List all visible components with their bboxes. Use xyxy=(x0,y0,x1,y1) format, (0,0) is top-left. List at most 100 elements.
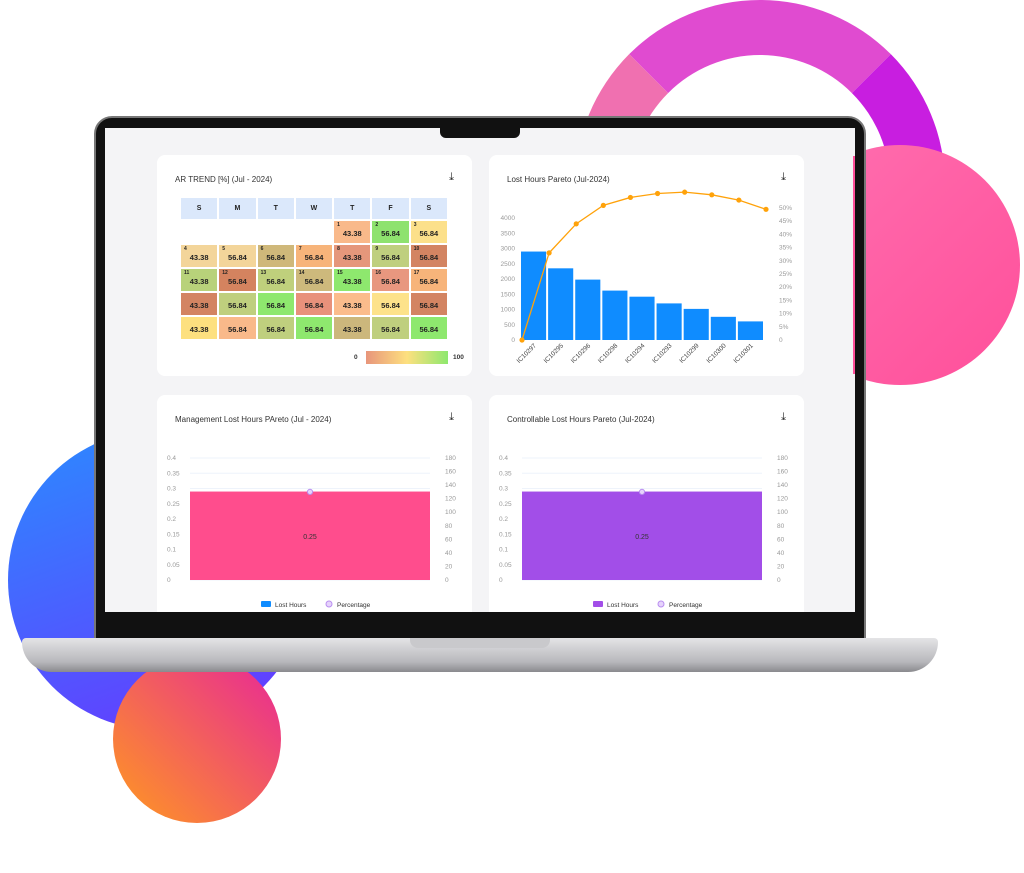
y-tick-label: 0.2 xyxy=(167,516,176,523)
y2-tick-label: 20 xyxy=(445,563,453,570)
download-icon[interactable]: ⤓ xyxy=(781,411,786,423)
download-icon[interactable]: ⤓ xyxy=(781,171,786,183)
heatmap-cell[interactable]: 56.84 xyxy=(409,292,448,316)
y-tick-label: 0 xyxy=(511,337,515,344)
y2-tick-label: 0 xyxy=(777,577,781,584)
y2-tick-label: 45% xyxy=(779,218,792,225)
controllable-lost-hours-card: Controllable Lost Hours Pareto (Jul-2024… xyxy=(489,395,804,612)
heatmap-cell[interactable]: 15 43.38 xyxy=(333,268,372,292)
y2-tick-label: 20% xyxy=(779,284,792,291)
heatmap-cell[interactable]: 4 43.38 xyxy=(180,244,219,268)
cell-value: 56.84 xyxy=(266,301,286,310)
legend-lost-hours: Lost Hours xyxy=(275,602,307,609)
heatmap-cell[interactable]: 11 43.38 xyxy=(180,268,219,292)
line-point xyxy=(682,189,688,195)
heatmap-cell[interactable]: 56.84 xyxy=(256,316,295,340)
bar xyxy=(656,303,682,340)
cell-value: 43.38 xyxy=(189,301,209,310)
heatmap-cell[interactable]: 12 56.84 xyxy=(218,268,257,292)
ar-trend-title: AR TREND [%] (Jul - 2024) xyxy=(175,175,273,184)
y2-tick-label: 0 xyxy=(779,337,783,344)
heatmap-cell[interactable]: 56.84 xyxy=(371,316,410,340)
heatmap-cell[interactable]: 2 56.84 xyxy=(371,220,410,244)
percentage-point xyxy=(306,488,314,495)
heatmap-cell[interactable]: 16 56.84 xyxy=(371,268,410,292)
heatmap-cell[interactable]: 43.38 xyxy=(180,316,219,340)
y2-tick-label: 140 xyxy=(777,482,788,489)
y2-tick-label: 5% xyxy=(779,324,789,331)
heatmap-cell[interactable]: 13 56.84 xyxy=(256,268,295,292)
y-tick-label: 1500 xyxy=(501,291,516,298)
heatmap-cell[interactable]: 14 56.84 xyxy=(294,268,334,292)
heatmap-cell[interactable]: 56.84 xyxy=(218,292,257,316)
legend-percentage: Percentage xyxy=(337,602,371,609)
cell-value: 56.84 xyxy=(304,301,324,310)
heatmap-cell[interactable]: 56.84 xyxy=(218,316,257,340)
y2-tick-label: 120 xyxy=(445,496,456,503)
cell-value: 56.84 xyxy=(266,277,286,286)
heatmap-cell[interactable]: 9 56.84 xyxy=(371,244,410,268)
heatmap-cell[interactable]: 43.38 xyxy=(180,292,219,316)
heatmap-cell[interactable]: 6 56.84 xyxy=(256,244,295,268)
heatmap-cell[interactable]: 43.38 xyxy=(333,292,372,316)
bar xyxy=(190,491,430,580)
cell-day: 8 xyxy=(337,246,340,252)
y2-tick-label: 140 xyxy=(445,482,456,489)
y-tick-label: 0 xyxy=(499,577,503,584)
y2-tick-label: 60 xyxy=(777,536,785,543)
management-chart: 0 0.05 0.1 0.15 0.2 0.25 0.3 0.35 0.4 0 20 40 60 80 10… xyxy=(167,455,456,609)
y-tick-label: 4000 xyxy=(501,215,516,222)
line-point xyxy=(546,250,552,256)
bar xyxy=(737,321,763,340)
legend-lost-hours: Lost Hours xyxy=(607,602,639,609)
y-tick-label: 0.1 xyxy=(167,547,176,554)
bar xyxy=(629,296,655,340)
day-header: T xyxy=(333,197,372,220)
cell-value: 56.84 xyxy=(266,253,286,262)
x-tick-label: IC10297 xyxy=(516,342,539,365)
cell-value: 43.38 xyxy=(189,277,209,286)
day-header: S xyxy=(409,197,448,220)
x-tick-label: IC10298 xyxy=(597,342,620,365)
y2-tick-label: 160 xyxy=(445,469,456,476)
cell-value: 43.38 xyxy=(342,325,362,334)
y2-tick-label: 40% xyxy=(779,231,792,238)
cell-day: 17 xyxy=(413,270,420,276)
download-icon[interactable]: ⤓ xyxy=(449,171,454,183)
pareto-chart: 0 500 1000 1500 2000 2500 3000 3500 4000 0 5% 10% 15… xyxy=(501,189,792,365)
y2-tick-label: 10% xyxy=(779,311,792,318)
pareto-title: Lost Hours Pareto (Jul-2024) xyxy=(507,175,610,184)
download-icon[interactable]: ⤓ xyxy=(449,411,454,423)
heatmap-cell[interactable]: 17 56.84 xyxy=(409,268,448,292)
heatmap-cell[interactable]: 5 56.84 xyxy=(218,244,257,268)
color-scale-bar xyxy=(366,351,448,364)
cell-value: 43.38 xyxy=(342,229,362,238)
x-tick-label: IC10300 xyxy=(705,342,728,365)
scale-min: 0 xyxy=(354,354,358,361)
heatmap-cell[interactable]: 1 43.38 xyxy=(333,220,372,244)
heatmap-cell[interactable]: 56.84 xyxy=(294,316,334,340)
heatmap-cell[interactable]: 7 56.84 xyxy=(294,244,334,268)
y-tick-label: 3500 xyxy=(501,230,516,237)
heatmap-cell[interactable]: 56.84 xyxy=(371,292,410,316)
heatmap-cell[interactable]: 10 56.84 xyxy=(409,244,448,268)
cell-value: 43.38 xyxy=(342,301,362,310)
legend-marker-percentage xyxy=(325,600,333,608)
line-point xyxy=(519,337,525,343)
heatmap-cell[interactable]: 43.38 xyxy=(333,316,372,340)
y2-tick-label: 25% xyxy=(779,271,792,278)
heatmap-cell[interactable]: 56.84 xyxy=(409,316,448,340)
heatmap-cell[interactable]: 56.84 xyxy=(294,292,334,316)
bar xyxy=(602,290,628,340)
x-tick-label: IC10296 xyxy=(570,342,593,365)
cell-value: 43.38 xyxy=(189,325,209,334)
ctrl-title: Controllable Lost Hours Pareto (Jul-2024… xyxy=(507,415,655,424)
y2-tick-label: 40 xyxy=(777,550,785,557)
y-tick-label: 0.05 xyxy=(167,562,180,569)
heatmap-cell[interactable]: 56.84 xyxy=(256,292,295,316)
y-tick-label: 0.05 xyxy=(499,562,512,569)
y-tick-label: 0.35 xyxy=(499,470,512,477)
heatmap-cell[interactable]: 3 56.84 xyxy=(409,220,448,244)
y2-tick-label: 120 xyxy=(777,496,788,503)
heatmap-cell[interactable]: 8 43.38 xyxy=(333,244,372,268)
